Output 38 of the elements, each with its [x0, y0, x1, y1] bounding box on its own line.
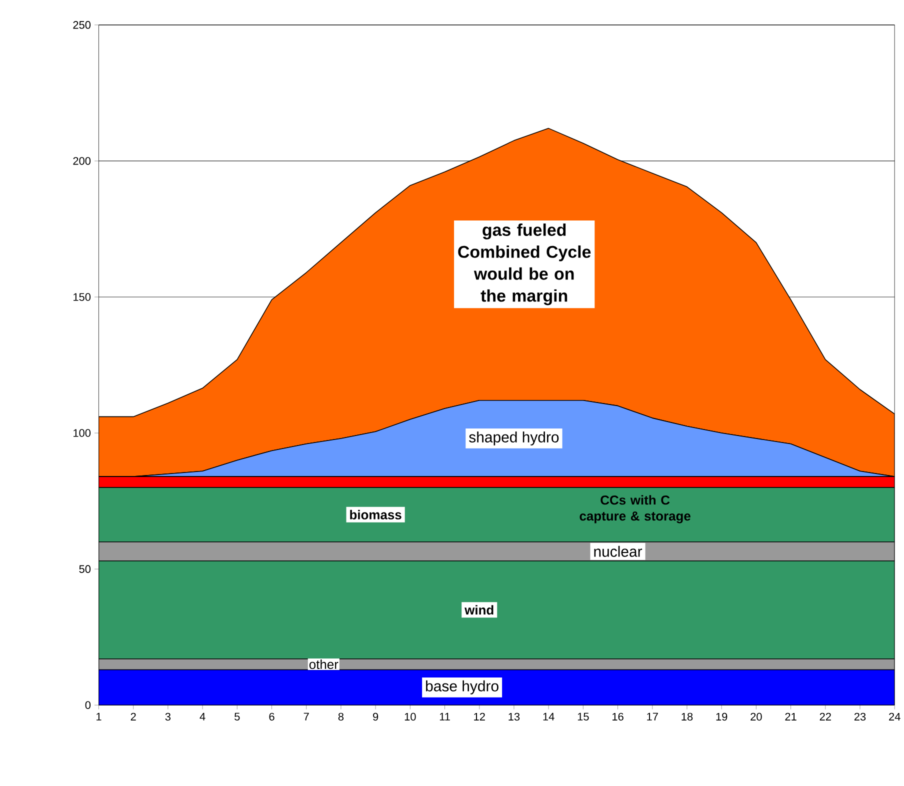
x-tick-label: 23 [854, 712, 866, 721]
x-tick-label: 14 [543, 712, 554, 720]
x-tick-label: 18 [682, 712, 693, 721]
x-tick-label: 11 [440, 712, 450, 720]
y-tick-label: 0 [85, 701, 91, 710]
x-tick-label: 3 [165, 712, 171, 721]
x-tick-label: 6 [269, 712, 274, 721]
x-tick-label: 13 [508, 712, 520, 721]
series-label: nuclear [594, 546, 642, 557]
x-tick-label: 22 [820, 712, 831, 721]
x-tick-label: 10 [404, 712, 416, 721]
y-tick-label: 150 [74, 293, 91, 301]
x-tick-label: 8 [338, 712, 344, 721]
x-tick-label: 20 [750, 712, 762, 721]
x-tick-label: 24 [889, 712, 900, 721]
series-label: CCs with C capture & storage [580, 495, 690, 524]
x-tick-label: 4 [200, 712, 206, 720]
y-tick-label: 250 [73, 21, 91, 29]
y-tick-label: 50 [79, 565, 91, 574]
series-label: other [309, 660, 338, 670]
x-tick-label: 15 [578, 712, 589, 721]
x-tick-label: 5 [234, 712, 240, 721]
x-tick-label: 16 [612, 712, 624, 721]
x-tick-label: 2 [130, 712, 136, 721]
series-label: base hydro [426, 680, 498, 694]
x-tick-label: 1 [96, 712, 102, 720]
x-tick-label: 19 [716, 712, 728, 721]
series-label: biomass [350, 510, 402, 520]
y-tick-label: 100 [74, 429, 91, 437]
series-label: shaped hydro [469, 432, 559, 446]
x-tick-label: 7 [304, 712, 309, 720]
x-tick-label: 21 [785, 712, 796, 721]
x-tick-label: 9 [373, 712, 378, 721]
series-label: wind [464, 605, 494, 615]
y-tick-label: 200 [73, 157, 91, 165]
x-tick-label: 12 [474, 712, 485, 721]
series-label: gas fueled Combined Cycle would be on the margin [458, 224, 591, 306]
x-tick-label: 17 [647, 712, 658, 720]
